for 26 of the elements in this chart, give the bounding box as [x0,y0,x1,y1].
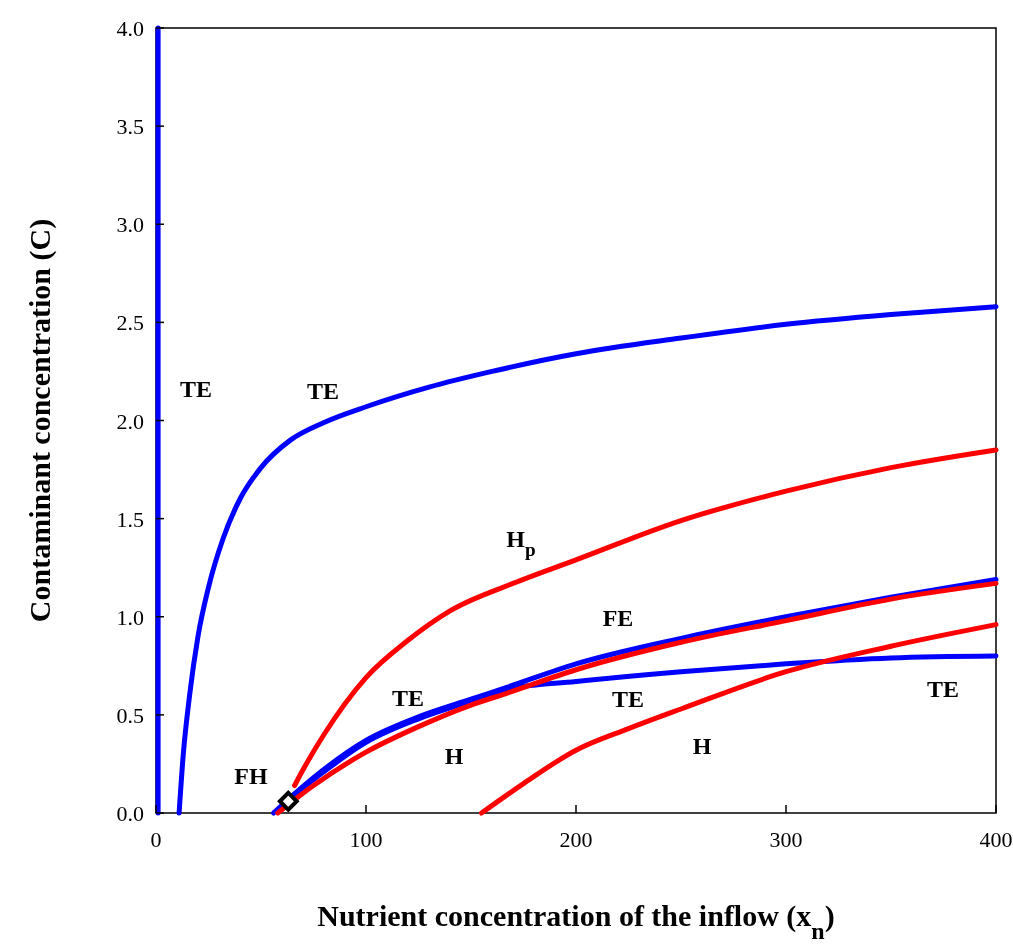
x-tick-label: 300 [769,827,803,852]
annotation: FE [602,604,634,631]
y-tick-label: 0.0 [116,801,144,826]
y-tick-label: 1.5 [116,506,144,532]
y-tick-label: 2.5 [116,310,144,336]
annotation: H [692,732,712,759]
annotation: FH [234,762,268,789]
y-tick-label: 2.0 [116,408,144,434]
x-tick-label: 0 [150,827,162,852]
annotation: H [444,742,464,769]
annotation: TE [179,375,213,402]
annotation: H$_{p}$ [506,525,536,560]
y-tick-label: 3.0 [116,212,144,238]
x-tick-label: 200 [559,827,593,852]
annotation: TE [391,684,425,711]
y-tick-label: 3.5 [116,114,144,140]
annotation: TE [306,377,340,404]
x-tick-label: 400 [979,827,1013,852]
y-tick-label: 0.5 [116,702,144,728]
annotation: TE [926,675,960,702]
y-tick-label: 1.0 [116,604,144,630]
x-axis-title: Nutrient concentration of the inflow (x$_{n}$) [317,899,835,944]
y-tick-label: 4.0 [116,16,144,41]
x-tick-label: 100 [349,827,383,852]
annotation: TE [611,685,645,712]
y-axis-title: Contaminant concentration (C) [23,218,57,623]
